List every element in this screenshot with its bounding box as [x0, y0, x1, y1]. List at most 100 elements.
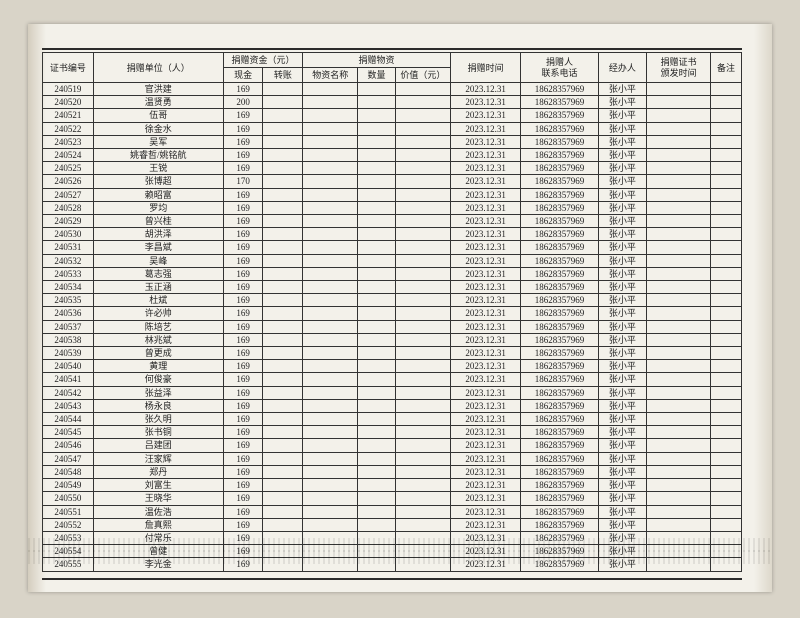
cell-donor: 林兆斌	[93, 333, 223, 346]
cell-goods-value	[395, 96, 450, 109]
cell-phone: 18628357969	[521, 558, 598, 571]
cell-phone: 18628357969	[521, 320, 598, 333]
cell-donor: 徐金水	[93, 122, 223, 135]
col-cert-no: 证书编号	[43, 53, 94, 83]
cell-handler: 张小平	[598, 294, 647, 307]
cell-phone: 18628357969	[521, 201, 598, 214]
cell-transfer	[263, 558, 303, 571]
cell-date: 2023.12.31	[450, 518, 521, 531]
cell-cash: 169	[223, 505, 263, 518]
cell-remark	[711, 558, 742, 571]
cell-cash: 169	[223, 413, 263, 426]
col-funds-cash: 现金	[223, 68, 263, 83]
cell-goods-name	[303, 83, 358, 96]
cell-donor: 罗均	[93, 201, 223, 214]
cell-goods-qty	[358, 228, 395, 241]
cell-issue	[647, 531, 711, 544]
cell-goods-qty	[358, 241, 395, 254]
cell-handler: 张小平	[598, 162, 647, 175]
cell-cert: 240555	[43, 558, 94, 571]
cell-transfer	[263, 320, 303, 333]
cell-remark	[711, 122, 742, 135]
cell-phone: 18628357969	[521, 518, 598, 531]
cell-cert: 240533	[43, 267, 94, 280]
table-row: 240549刘富生1692023.12.3118628357969张小平	[43, 479, 742, 492]
cell-goods-qty	[358, 188, 395, 201]
cell-handler: 张小平	[598, 545, 647, 558]
table-row: 240543杨永良1692023.12.3118628357969张小平	[43, 399, 742, 412]
cell-date: 2023.12.31	[450, 426, 521, 439]
cell-remark	[711, 426, 742, 439]
cell-cert: 240525	[43, 162, 94, 175]
cell-date: 2023.12.31	[450, 558, 521, 571]
table-row: 240548郑丹1692023.12.3118628357969张小平	[43, 465, 742, 478]
cell-handler: 张小平	[598, 122, 647, 135]
cell-goods-qty	[358, 492, 395, 505]
cell-issue	[647, 333, 711, 346]
cell-handler: 张小平	[598, 558, 647, 571]
cell-handler: 张小平	[598, 505, 647, 518]
cell-goods-value	[395, 386, 450, 399]
table-row: 240541何俊豪1692023.12.3118628357969张小平	[43, 373, 742, 386]
cell-issue	[647, 135, 711, 148]
cell-goods-value	[395, 228, 450, 241]
cell-issue	[647, 386, 711, 399]
cell-goods-qty	[358, 558, 395, 571]
cell-phone: 18628357969	[521, 149, 598, 162]
cell-date: 2023.12.31	[450, 175, 521, 188]
cell-transfer	[263, 545, 303, 558]
table-body: 240519官洪建1692023.12.3118628357969张小平 2405…	[43, 83, 742, 572]
table-row: 240535杜斌1692023.12.3118628357969张小平	[43, 294, 742, 307]
cell-goods-value	[395, 267, 450, 280]
cell-remark	[711, 188, 742, 201]
cell-cash: 169	[223, 320, 263, 333]
cell-issue	[647, 122, 711, 135]
cell-cash: 169	[223, 347, 263, 360]
cell-phone: 18628357969	[521, 347, 598, 360]
cell-phone: 18628357969	[521, 452, 598, 465]
cell-goods-qty	[358, 439, 395, 452]
cell-goods-qty	[358, 413, 395, 426]
table-row: 240523吴军1692023.12.3118628357969张小平	[43, 135, 742, 148]
cell-goods-qty	[358, 201, 395, 214]
cell-phone: 18628357969	[521, 96, 598, 109]
cell-donor: 李昌斌	[93, 241, 223, 254]
table-row: 240525王锐1692023.12.3118628357969张小平	[43, 162, 742, 175]
cell-cert: 240541	[43, 373, 94, 386]
cell-transfer	[263, 228, 303, 241]
cell-donor: 姚睿哲/姚铭航	[93, 149, 223, 162]
cell-issue	[647, 307, 711, 320]
cell-issue	[647, 215, 711, 228]
cell-cash: 169	[223, 373, 263, 386]
cell-transfer	[263, 215, 303, 228]
cell-issue	[647, 492, 711, 505]
cell-handler: 张小平	[598, 426, 647, 439]
cell-issue	[647, 149, 711, 162]
cell-cash: 169	[223, 492, 263, 505]
cell-handler: 张小平	[598, 360, 647, 373]
table-row: 240550王晓华1692023.12.3118628357969张小平	[43, 492, 742, 505]
cell-handler: 张小平	[598, 254, 647, 267]
cell-remark	[711, 439, 742, 452]
table-row: 240528罗均1692023.12.3118628357969张小平	[43, 201, 742, 214]
cell-donor: 付常乐	[93, 531, 223, 544]
cell-date: 2023.12.31	[450, 531, 521, 544]
cell-issue	[647, 254, 711, 267]
cell-transfer	[263, 201, 303, 214]
table-row: 240519官洪建1692023.12.3118628357969张小平	[43, 83, 742, 96]
cell-remark	[711, 175, 742, 188]
cell-handler: 张小平	[598, 149, 647, 162]
cell-goods-name	[303, 545, 358, 558]
cell-issue	[647, 162, 711, 175]
donation-table: 证书编号 捐赠单位（人） 捐赠资金（元） 捐赠物资 捐赠时间 捐赠人联系电话 经…	[42, 52, 742, 572]
cell-handler: 张小平	[598, 281, 647, 294]
cell-donor: 官洪建	[93, 83, 223, 96]
cell-cash: 169	[223, 558, 263, 571]
cell-goods-qty	[358, 162, 395, 175]
cell-goods-qty	[358, 360, 395, 373]
cell-handler: 张小平	[598, 267, 647, 280]
cell-phone: 18628357969	[521, 228, 598, 241]
cell-transfer	[263, 122, 303, 135]
cell-transfer	[263, 413, 303, 426]
table-row: 240552詹真熙1692023.12.3118628357969张小平	[43, 518, 742, 531]
